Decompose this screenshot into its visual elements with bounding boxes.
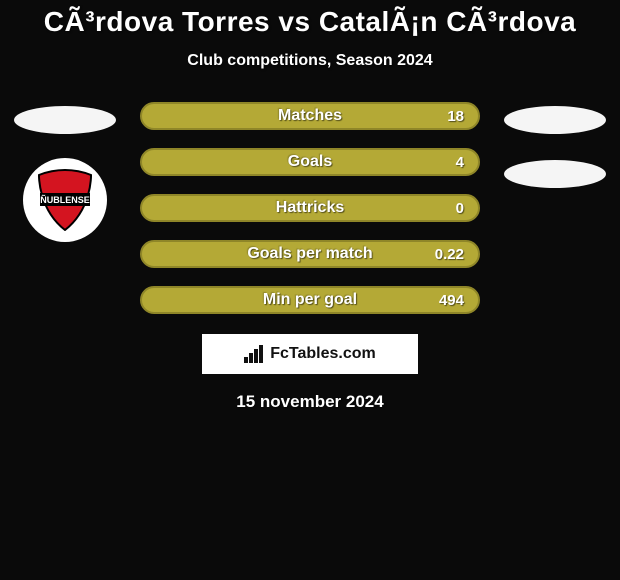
player-photo-placeholder-right-2	[504, 160, 606, 188]
stat-bars: Matches 18 Goals 4 Hattricks 0 Goals per match…	[140, 102, 480, 314]
stat-label: Matches	[278, 107, 342, 125]
stat-value-right: 4	[456, 154, 464, 171]
stat-label: Min per goal	[263, 291, 357, 309]
brand-text: FcTables.com	[270, 345, 376, 363]
player-photo-placeholder-left	[14, 106, 116, 134]
club-name-text: ÑUBLENSE	[40, 195, 90, 205]
stat-value-right: 494	[439, 292, 464, 309]
stat-label: Goals per match	[247, 245, 372, 263]
comparison-panel: ÑUBLENSE Matches 18 Goals 4 Hattricks 0 Goals …	[0, 102, 620, 314]
stat-bar: Goals 4	[140, 148, 480, 176]
stat-value-right: 18	[447, 108, 464, 125]
stat-bar: Hattricks 0	[140, 194, 480, 222]
left-player-column: ÑUBLENSE	[10, 102, 120, 242]
page-subtitle: Club competitions, Season 2024	[187, 52, 432, 70]
right-player-column	[500, 102, 610, 188]
branding-banner[interactable]: FcTables.com	[202, 334, 418, 374]
club-badge-left: ÑUBLENSE	[23, 158, 107, 242]
player-photo-placeholder-right-1	[504, 106, 606, 134]
bar-chart-icon	[244, 345, 266, 363]
stat-label: Goals	[288, 153, 332, 171]
stat-value-right: 0.22	[435, 246, 464, 263]
stat-bar: Min per goal 494	[140, 286, 480, 314]
stat-value-right: 0	[456, 200, 464, 217]
stat-bar: Matches 18	[140, 102, 480, 130]
shield-icon: ÑUBLENSE	[36, 169, 94, 231]
stat-label: Hattricks	[276, 199, 344, 217]
page-title: CÃ³rdova Torres vs CatalÃ¡n CÃ³rdova	[44, 6, 576, 38]
stat-bar: Goals per match 0.22	[140, 240, 480, 268]
footer-date: 15 november 2024	[236, 392, 383, 412]
